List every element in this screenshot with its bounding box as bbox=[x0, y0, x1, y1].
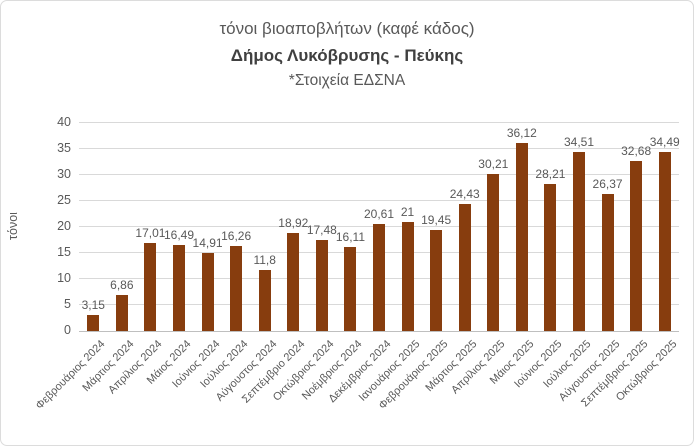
bar bbox=[173, 245, 185, 331]
bar-value-label: 28,21 bbox=[535, 167, 566, 182]
bar-value-label: 36,12 bbox=[506, 126, 537, 141]
bar bbox=[544, 184, 557, 331]
gridline bbox=[79, 122, 679, 123]
bar-value-label: 34,49 bbox=[649, 134, 680, 149]
bar-value-label: 11,8 bbox=[253, 252, 276, 267]
bar-value-label: 34,51 bbox=[563, 134, 595, 149]
bar bbox=[458, 203, 471, 331]
bar bbox=[230, 246, 243, 331]
bar-value-label: 32,68 bbox=[621, 144, 652, 159]
bar bbox=[144, 242, 157, 331]
bar bbox=[287, 232, 300, 331]
bar bbox=[87, 314, 100, 331]
bar-value-label: 24,43 bbox=[449, 186, 480, 201]
bar bbox=[630, 161, 643, 331]
y-tick-label: 20 bbox=[57, 219, 71, 233]
bar bbox=[658, 151, 671, 331]
bar-value-label: 16,11 bbox=[335, 230, 365, 245]
bar-value-label: 17,01 bbox=[135, 225, 166, 240]
bar-value-label: 21 bbox=[400, 204, 415, 219]
bar bbox=[373, 223, 385, 331]
y-axis-title: τόνοι bbox=[6, 212, 20, 240]
bar-value-label: 14,91 bbox=[192, 236, 223, 251]
gridline bbox=[79, 174, 679, 175]
gridline bbox=[79, 148, 679, 149]
bar bbox=[515, 143, 528, 331]
bar-value-label: 3,15 bbox=[81, 297, 105, 312]
y-tick-label: 40 bbox=[57, 115, 71, 129]
bar-value-label: 6,86 bbox=[110, 278, 134, 293]
plot-area: 3,15 6,86 17,01 16,49 14,91 16,26 11,8 18,92 17,… bbox=[79, 122, 680, 332]
bar bbox=[115, 295, 128, 331]
y-tick-label: 25 bbox=[57, 193, 71, 207]
y-tick-label: 15 bbox=[57, 245, 71, 259]
bar bbox=[401, 221, 414, 331]
chart-subtitle: Δήμος Λυκόβρυσης - Πεύκης bbox=[230, 46, 464, 66]
chart-title: τόνοι βιοαποβλήτων (καφέ κάδος) bbox=[219, 19, 475, 38]
y-tick-label: 30 bbox=[57, 167, 71, 181]
bar bbox=[344, 247, 357, 331]
bar bbox=[573, 151, 585, 331]
bar bbox=[315, 240, 328, 331]
y-tick-label: 5 bbox=[64, 297, 71, 311]
bar bbox=[430, 229, 443, 331]
bar-value-label: 18,92 bbox=[278, 215, 309, 230]
bar bbox=[601, 193, 614, 331]
y-tick-label: 0 bbox=[64, 323, 71, 337]
bar bbox=[258, 269, 271, 331]
y-tick-label: 10 bbox=[57, 271, 71, 285]
bar-value-label: 30,21 bbox=[478, 156, 509, 171]
y-tick-label: 35 bbox=[57, 141, 71, 155]
bar-value-label: 17,48 bbox=[306, 223, 337, 238]
gridline bbox=[79, 331, 679, 332]
gridline bbox=[79, 200, 679, 201]
bar-value-label: 26,37 bbox=[592, 176, 623, 191]
bar-value-label: 16,26 bbox=[221, 229, 252, 244]
bar-value-label: 19,45 bbox=[421, 212, 452, 227]
bar-value-label: 20,61 bbox=[363, 206, 395, 221]
chart-source-note: *Στοιχεία ΕΔΣΝΑ bbox=[288, 72, 406, 90]
chart-title-block: τόνοι βιοαποβλήτων (καφέ κάδος) Δήμος Λυ… bbox=[1, 15, 693, 94]
bar bbox=[201, 253, 214, 331]
bar bbox=[487, 173, 500, 331]
bar-value-label: 16,49 bbox=[163, 228, 195, 243]
